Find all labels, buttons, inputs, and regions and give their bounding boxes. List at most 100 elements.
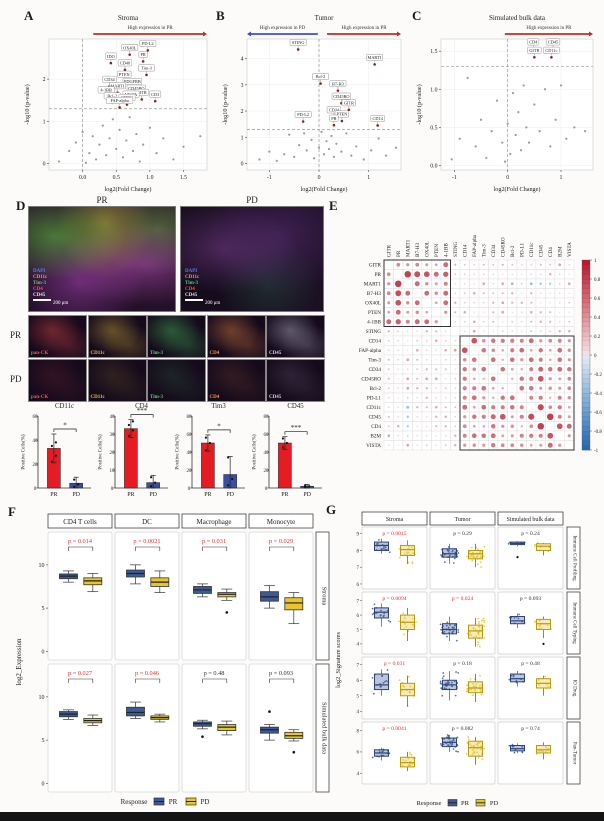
svg-text:FAP-alpha: FAP-alpha xyxy=(359,348,382,354)
svg-text:80: 80 xyxy=(187,415,193,420)
svg-text:2: 2 xyxy=(43,77,46,83)
svg-text:PR: PR xyxy=(140,52,145,57)
svg-text:CD45RO: CD45RO xyxy=(333,94,349,99)
scale-bar: 200 μm xyxy=(33,291,68,309)
svg-text:PR: PR xyxy=(375,272,382,278)
svg-text:0.0: 0.0 xyxy=(79,175,86,181)
svg-text:1: 1 xyxy=(241,135,244,141)
svg-text:Bcl-2: Bcl-2 xyxy=(316,74,326,79)
svg-text:p = 0.031: p = 0.031 xyxy=(384,661,406,667)
tile-pd-cd11c: CD11c xyxy=(87,359,147,402)
svg-text:High expression in PR: High expression in PR xyxy=(341,26,387,31)
svg-text:PD: PD xyxy=(72,492,80,498)
svg-text:CD45: CD45 xyxy=(369,415,382,421)
svg-text:PD-L1: PD-L1 xyxy=(367,396,382,402)
svg-text:p = 0.48: p = 0.48 xyxy=(521,661,540,667)
svg-text:10: 10 xyxy=(110,469,116,474)
svg-text:CD34: CD34 xyxy=(369,367,382,373)
svg-text:3: 3 xyxy=(241,83,244,89)
svg-text:-1: -1 xyxy=(594,449,599,454)
svg-text:2: 2 xyxy=(241,109,244,115)
svg-text:40: 40 xyxy=(33,439,39,444)
svg-text:p = 0.027: p = 0.027 xyxy=(68,670,92,677)
svg-text:40: 40 xyxy=(264,451,270,456)
svg-text:6: 6 xyxy=(357,679,360,684)
svg-text:Tim-3: Tim-3 xyxy=(141,66,152,71)
tile-pr-tim-3: Tim-3 xyxy=(147,315,206,358)
svg-text:-log10 (p-value): -log10 (p-value) xyxy=(24,84,31,124)
svg-text:PD-L2: PD-L2 xyxy=(142,41,154,46)
svg-text:4-1BB: 4-1BB xyxy=(443,243,449,257)
svg-text:High expression in PR: High expression in PR xyxy=(526,26,572,31)
svg-text:Pan-Tumor: Pan-Tumor xyxy=(572,742,577,765)
svg-text:log2_Expression: log2_Expression xyxy=(15,638,23,686)
svg-text:STING: STING xyxy=(453,241,459,257)
svg-text:CD45: CD45 xyxy=(538,244,544,257)
legend-tim-3: Tim-3 xyxy=(185,281,198,286)
svg-text:5: 5 xyxy=(42,738,45,744)
svg-text:80: 80 xyxy=(264,415,270,420)
svg-text:Positive Cells(%): Positive Cells(%) xyxy=(99,434,104,469)
tile-label: CD11c xyxy=(90,351,105,356)
svg-text:***: *** xyxy=(291,424,302,432)
tile-label: CD4 xyxy=(209,351,220,356)
svg-text:5: 5 xyxy=(357,695,360,700)
svg-text:10: 10 xyxy=(39,695,45,701)
svg-text:Simulated bulk data: Simulated bulk data xyxy=(507,517,555,523)
legend-cd11c: CD11c xyxy=(33,275,48,280)
svg-text:B2M: B2M xyxy=(557,246,563,257)
svg-text:VISTA: VISTA xyxy=(567,242,573,257)
svg-text:0.6: 0.6 xyxy=(594,297,601,302)
svg-text:40: 40 xyxy=(187,451,193,456)
svg-text:CD11c: CD11c xyxy=(529,242,535,257)
svg-text:-1: -1 xyxy=(267,175,272,181)
stroma-volcano-plot: Stroma High expression in PR PD-L2 OX40L PR I… xyxy=(22,12,214,194)
svg-text:5: 5 xyxy=(357,628,360,633)
svg-text:OX40L: OX40L xyxy=(123,45,137,50)
svg-text:log2(Fold Change): log2(Fold Change) xyxy=(105,186,152,193)
svg-text:p = 0.24: p = 0.24 xyxy=(521,531,540,537)
svg-text:MART1: MART1 xyxy=(364,282,382,288)
svg-text:OX40L: OX40L xyxy=(424,241,430,257)
panel-f-grid: CD4 T cells DC Macrophage Monocyte Stroma Sim… xyxy=(15,513,330,806)
svg-text:MART1: MART1 xyxy=(110,83,124,88)
svg-text:p = 0.014: p = 0.014 xyxy=(68,538,93,545)
svg-text:CD34: CD34 xyxy=(491,244,497,257)
svg-text:0: 0 xyxy=(111,487,114,492)
svg-text:Bcl-2: Bcl-2 xyxy=(510,245,516,257)
svg-text:0: 0 xyxy=(318,175,321,181)
svg-text:p = 0.093: p = 0.093 xyxy=(520,596,542,602)
svg-text:p = 0.0015: p = 0.0015 xyxy=(382,531,406,537)
svg-text:0.0: 0.0 xyxy=(430,163,437,169)
svg-text:PR: PR xyxy=(50,492,57,498)
svg-text:B7-H3: B7-H3 xyxy=(415,242,421,257)
svg-text:-1: -1 xyxy=(452,175,457,181)
svg-text:1.5: 1.5 xyxy=(430,49,437,55)
tile-label: CD4 xyxy=(209,395,220,400)
svg-text:Monocyte: Monocyte xyxy=(267,518,295,526)
panel-g-grid: Stroma Tumor Simulated bulk data Immune Cel… xyxy=(335,511,581,807)
legend-cd4: CD4 xyxy=(185,287,195,292)
svg-text:log2(Fold Change): log2(Fold Change) xyxy=(301,186,348,193)
tile-label: pan-CK xyxy=(31,351,49,356)
tile-label: CD45 xyxy=(269,395,282,400)
svg-text:*: * xyxy=(63,422,67,430)
tim3-bar-chart: Tim3 0 20 40 60 80 Positive Cells(%) PR PD * xyxy=(174,400,248,504)
legend-cd11c: CD11c xyxy=(185,275,200,280)
svg-text:0.8: 0.8 xyxy=(594,278,601,283)
if-marker-legend: DAPI CD11c Tim-3 CD4 CD45 xyxy=(33,269,47,299)
svg-text:CD45: CD45 xyxy=(287,403,304,410)
svg-text:1: 1 xyxy=(560,175,563,181)
svg-text:Immune Cell Typing: Immune Cell Typing xyxy=(572,602,577,644)
svg-text:PD-L2: PD-L2 xyxy=(297,112,309,117)
svg-text:p = 0.046: p = 0.046 xyxy=(135,670,159,677)
svg-text:20: 20 xyxy=(264,469,270,474)
cd4-bar-chart: CD4 0 10 20 30 40 Positive Cells(%) PR PD *** xyxy=(97,400,171,504)
svg-text:CD4: CD4 xyxy=(371,424,381,430)
pr-multiplex-if-image: DAPI CD11c Tim-3 CD4 CD45 200 μm xyxy=(28,206,176,312)
svg-text:4-1BB: 4-1BB xyxy=(367,320,381,326)
pr-image-title: PR xyxy=(96,195,108,205)
svg-text:6: 6 xyxy=(357,614,360,619)
legend-cd45: CD45 xyxy=(33,293,46,298)
svg-text:8: 8 xyxy=(357,729,360,734)
